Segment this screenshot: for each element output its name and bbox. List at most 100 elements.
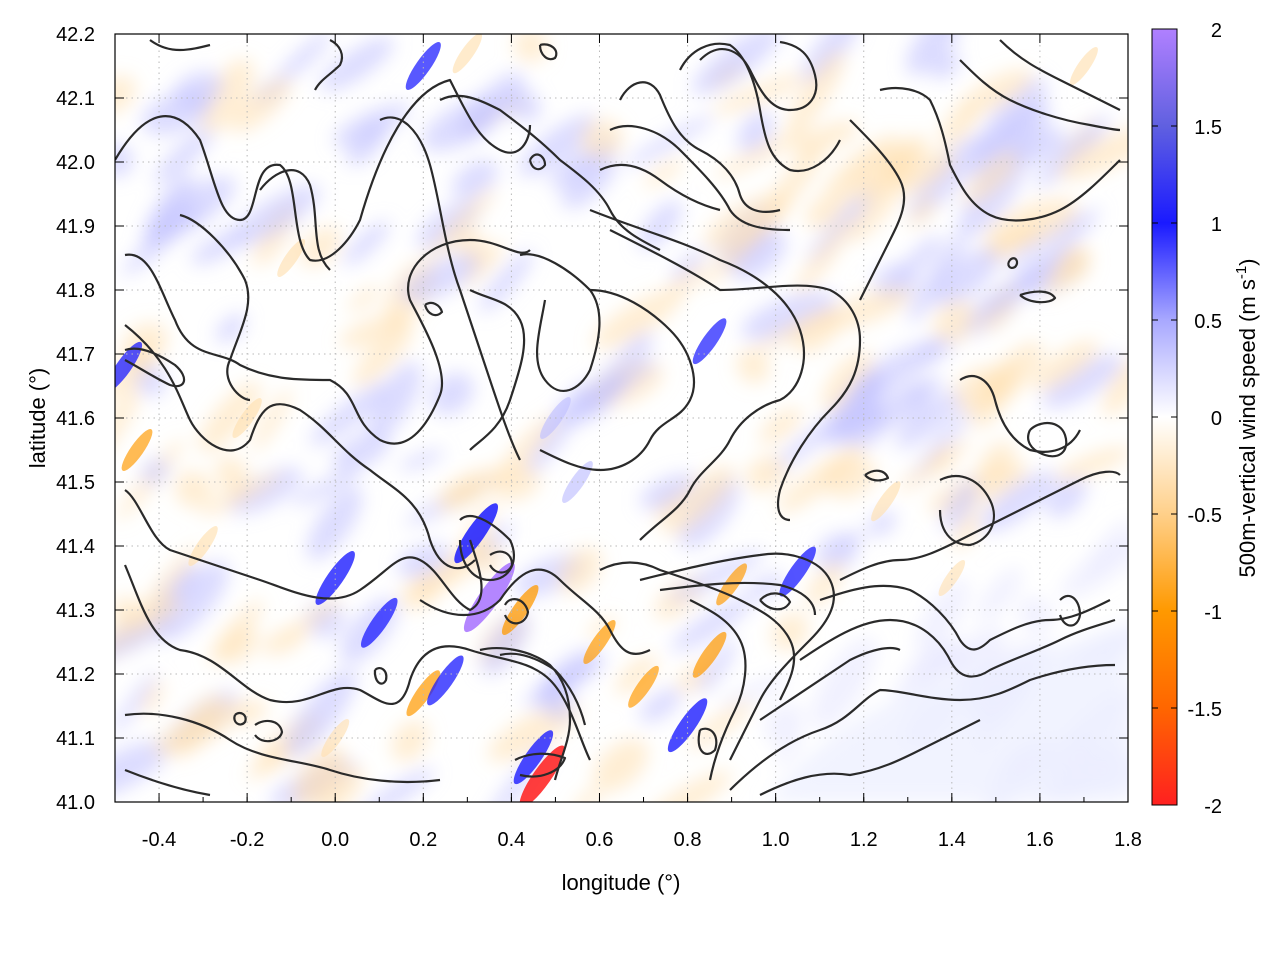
field-texture: [442, 478, 487, 504]
wind-cell: [938, 560, 966, 596]
field-texture: [1035, 116, 1111, 188]
terrain-contour: [619, 81, 781, 213]
field-texture: [229, 185, 321, 247]
y-tick-label: 41.9: [56, 216, 95, 238]
terrain-contour: [679, 42, 841, 173]
field-texture: [154, 127, 214, 184]
terrain-contour: [314, 39, 344, 91]
field-texture: [951, 626, 1007, 687]
field-texture: [644, 158, 684, 188]
terrain-contours: [115, 39, 1121, 797]
field-texture: [667, 264, 708, 297]
terrain-contour: [254, 719, 284, 743]
field-texture: [714, 127, 810, 180]
terrain-contour: [1019, 290, 1057, 304]
field-texture: [333, 103, 411, 147]
terrain-contour: [124, 712, 441, 784]
field-texture: [309, 382, 390, 446]
terrain-contour: [115, 78, 532, 262]
colorbar-tick-label: 0: [1211, 408, 1222, 430]
field-texture: [759, 408, 802, 444]
field-texture: [791, 120, 860, 156]
terrain-contour: [589, 208, 805, 541]
field-texture: [246, 743, 297, 780]
grid: [115, 34, 1128, 802]
y-tick-label: 41.7: [56, 344, 95, 366]
wind-cell: [452, 34, 483, 74]
field-texture: [975, 260, 1058, 316]
x-tick-label: -0.4: [142, 829, 176, 851]
y-tick-label: 41.1: [56, 728, 95, 750]
field-texture: [670, 596, 753, 652]
y-tick-label: 42.2: [56, 24, 95, 46]
terrain-contour: [1058, 594, 1082, 627]
field-texture: [771, 612, 809, 651]
wind-cell: [277, 239, 306, 277]
field-texture: [688, 700, 753, 750]
field-texture: [638, 200, 683, 250]
field-texture: [400, 574, 443, 610]
wind-cell: [454, 503, 499, 564]
field-texture: [908, 644, 971, 680]
field-texture: [275, 34, 332, 85]
y-axis: 41.0 41.1 41.2 41.3 41.4 41.5 41.6 41.7 41.8 41.9…: [56, 24, 1128, 814]
field-texture: [397, 543, 451, 578]
terrain-contour: [503, 598, 530, 625]
terrain-contour: [938, 475, 995, 547]
terrain-contour: [423, 301, 444, 317]
field-texture: [1103, 356, 1128, 417]
field-texture: [215, 313, 247, 344]
field-texture: [343, 220, 390, 266]
wind-cell: [405, 42, 441, 90]
wind-cell: [583, 620, 616, 664]
field-texture: [140, 680, 165, 715]
field-texture: [332, 430, 391, 473]
field-texture: [153, 700, 248, 756]
terrain-contour: [479, 647, 572, 781]
field-texture: [157, 561, 229, 641]
field-texture: [592, 289, 683, 349]
field-texture: [639, 473, 698, 510]
field-texture: [141, 458, 169, 485]
field-texture: [753, 306, 842, 352]
terrain-contour: [697, 727, 718, 755]
colorbar-ticks: 2 1.5 1 0.5 0 -0.5 -1 -1.5 -2: [1152, 20, 1222, 818]
colorbar-title-main: 500m-vertical wind speed (m s: [1235, 279, 1260, 577]
x-tick-label: -0.2: [230, 829, 264, 851]
field-texture: [822, 375, 880, 447]
field-texture: [442, 533, 494, 585]
colorbar-tick-label: -0.5: [1188, 505, 1222, 527]
field-texture: [777, 443, 865, 514]
field-texture: [794, 220, 853, 295]
colorbar-tick-label: -2: [1204, 796, 1222, 818]
field-texture: [571, 788, 602, 802]
field-texture: [200, 472, 282, 517]
field-texture: [174, 470, 213, 509]
field-texture: [823, 287, 912, 330]
x-tick-label: 0.6: [586, 829, 614, 851]
field-texture: [115, 595, 182, 662]
terrain-contour: [149, 39, 211, 52]
y-tick-label: 41.8: [56, 280, 95, 302]
field-texture: [910, 405, 973, 481]
y-tick-label: 41.5: [56, 472, 95, 494]
field-texture: [401, 253, 480, 303]
wind-cell: [692, 631, 727, 678]
field-texture: [513, 34, 548, 63]
terrain-contour: [1007, 257, 1019, 269]
x-tick-label: 1.0: [762, 829, 790, 851]
terrain-contour: [659, 581, 817, 616]
field-texture: [692, 34, 781, 95]
terrain-contour: [123, 564, 591, 761]
terrain-contour: [124, 238, 531, 445]
terrain-contour: [839, 470, 1121, 581]
field-texture: [115, 671, 157, 736]
field-texture: [339, 313, 407, 348]
field-texture: [979, 441, 1015, 484]
wind-cell: [628, 665, 659, 708]
terrain-contour: [379, 116, 521, 461]
field-texture: [934, 246, 1000, 307]
x-tick-label: 0.2: [409, 829, 437, 851]
lowland-field: [766, 622, 1128, 802]
terrain-contour: [124, 324, 476, 570]
